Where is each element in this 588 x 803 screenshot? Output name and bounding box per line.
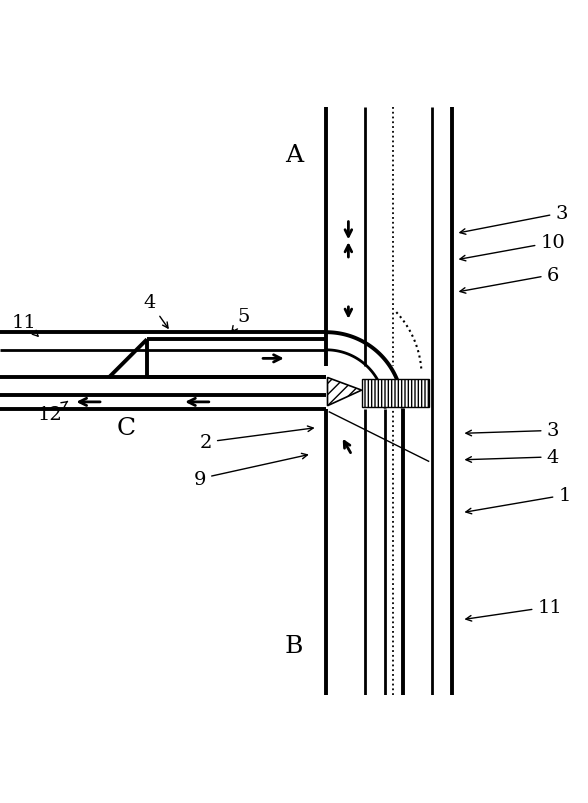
Text: 9: 9 (193, 454, 308, 488)
Text: A: A (285, 144, 303, 166)
Text: 3: 3 (466, 422, 559, 440)
Polygon shape (362, 380, 429, 407)
Text: 4: 4 (466, 448, 559, 467)
Text: 2: 2 (199, 426, 313, 451)
Text: B: B (285, 634, 303, 657)
Text: C: C (117, 417, 136, 439)
Text: 5: 5 (232, 308, 250, 332)
Text: 11: 11 (466, 598, 562, 622)
Text: 12: 12 (38, 402, 68, 423)
Text: 11: 11 (11, 313, 38, 336)
Text: 10: 10 (460, 234, 565, 262)
Polygon shape (328, 378, 362, 406)
Text: 4: 4 (143, 294, 168, 328)
Text: 3: 3 (460, 205, 568, 235)
Text: 1: 1 (466, 487, 571, 514)
Text: 6: 6 (460, 267, 559, 294)
